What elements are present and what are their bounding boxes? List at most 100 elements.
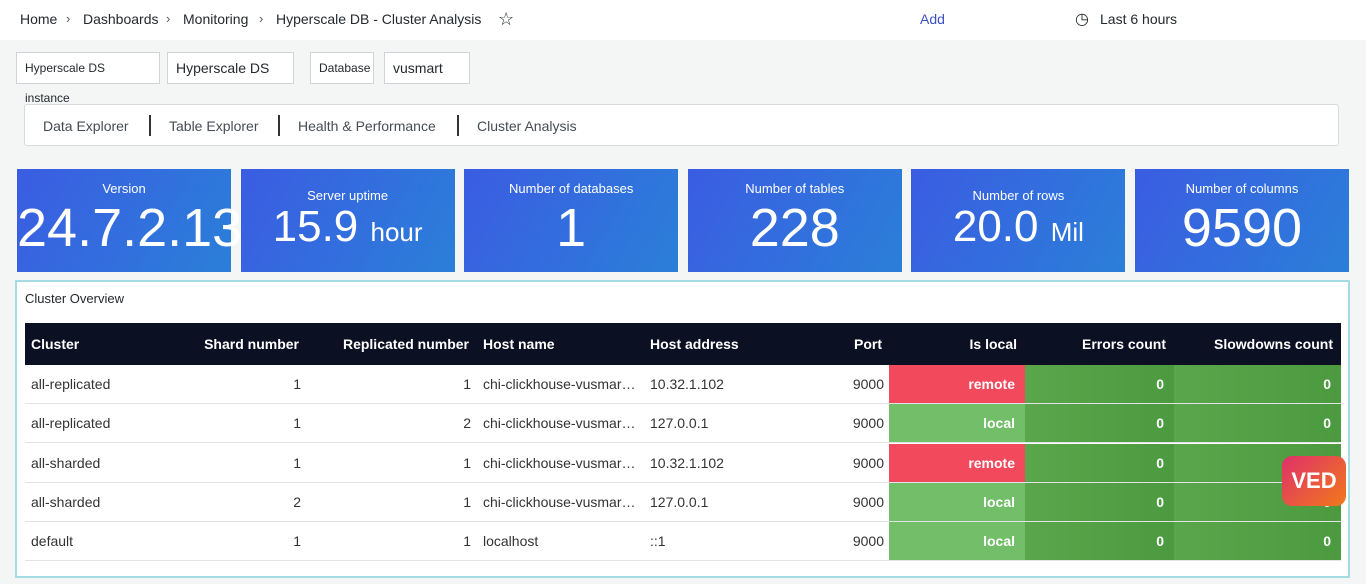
column-header[interactable]: Is local [889, 336, 1017, 352]
table-cell: 1 [307, 455, 471, 471]
variable-label: Database [310, 52, 374, 84]
table-cell: 1 [307, 533, 471, 549]
status-cell: local [889, 483, 1025, 521]
tab-separator [149, 115, 151, 136]
stat-number: 15.9 [273, 202, 359, 251]
count-cell: 0 [1025, 404, 1174, 442]
table-panel: Cluster Overview Cluster Shard number Repl… [15, 280, 1350, 578]
table-cell: 127.0.0.1 [650, 494, 708, 510]
breadcrumb-item[interactable]: Dashboards [83, 11, 159, 27]
column-header[interactable]: Slowdowns count [1174, 336, 1333, 352]
status-cell: remote [889, 444, 1025, 482]
status-cell: local [889, 404, 1025, 442]
table-cell: 1 [307, 494, 471, 510]
column-header[interactable]: Errors count [1025, 336, 1166, 352]
stat-panel: Number of databases1 [464, 169, 678, 272]
table-cell: 10.32.1.102 [650, 376, 724, 392]
table-cell: all-replicated [31, 415, 110, 431]
table-cell: ::1 [650, 533, 666, 549]
column-header[interactable]: Host name [483, 336, 555, 352]
breadcrumb-separator: › [259, 11, 263, 26]
table-cell: 1 [195, 376, 301, 392]
stat-title: Number of columns [1135, 181, 1349, 196]
breadcrumb-item[interactable]: Monitoring [183, 11, 248, 27]
tab-bar: Data Explorer Table Explorer Health & Perf… [24, 104, 1339, 146]
column-header[interactable]: Shard number [195, 336, 299, 352]
stat-title: Number of tables [688, 181, 902, 196]
stat-panel: Number of tables 228 [688, 169, 902, 272]
stat-title: Version [17, 181, 231, 196]
table-cell: chi-clickhouse-vusmar… [483, 376, 635, 392]
count-cell: 0 [1174, 404, 1341, 442]
column-header[interactable]: Port [834, 336, 882, 352]
tab[interactable]: Table Explorer [169, 118, 259, 134]
stat-number: 228 [750, 198, 840, 258]
table-cell: all-sharded [31, 494, 100, 510]
count-cell: 0 [1025, 365, 1174, 403]
breadcrumb-separator: › [66, 11, 70, 26]
table-cell: 1 [195, 533, 301, 549]
table-cell: chi-clickhouse-vusmar… [483, 494, 635, 510]
table-cell: 9000 [834, 376, 884, 392]
table-cell: 127.0.0.1 [650, 415, 708, 431]
table-cell: all-replicated [31, 376, 110, 392]
table-cell: 9000 [834, 415, 884, 431]
stat-panel: Server uptime15.9 hour [241, 169, 455, 272]
tab-separator [457, 115, 459, 136]
table-cell: chi-clickhouse-vusmar… [483, 415, 635, 431]
table-row: all-sharded 21 chi-clickhouse-vusmar… 127.0… [25, 483, 1341, 522]
panel-title: Cluster Overview [25, 291, 124, 306]
breadcrumb-separator: › [166, 11, 170, 26]
table-cell: 9000 [834, 494, 884, 510]
table-row: all-sharded11chi-clickhouse-vusmar…10.32… [25, 444, 1341, 483]
tab[interactable]: Cluster Analysis [477, 118, 577, 134]
column-header[interactable]: Cluster [31, 336, 79, 352]
count-cell: 0 [1025, 522, 1174, 560]
stat-title: Server uptime [241, 188, 455, 203]
count-cell: 0 [1174, 365, 1341, 403]
count-cell: 0 [1174, 522, 1341, 560]
table-header: Cluster Shard number Replicated number Host… [25, 323, 1341, 365]
table-cell: 9000 [834, 455, 884, 471]
status-cell: remote [889, 365, 1025, 403]
clock-icon: ◷ [1075, 9, 1089, 29]
table-row: all-replicated 11 chi-clickhouse-vusmar… 10… [25, 365, 1341, 404]
table-cell: 1 [195, 415, 301, 431]
breadcrumb-item[interactable]: Home [20, 11, 57, 27]
top-bar: Home › Dashboards › Monitoring › Hyperscale DB… [0, 0, 1366, 40]
column-header[interactable]: Replicated number [307, 336, 469, 352]
tab[interactable]: Health & Performance [298, 118, 436, 134]
stat-title: Number of databases [464, 181, 678, 196]
table-cell: 1 [307, 376, 471, 392]
time-range[interactable]: Last 6 hours [1100, 11, 1177, 27]
stat-title: Number of rows [911, 188, 1125, 203]
variable-select[interactable]: Hyperscale DS [167, 52, 294, 84]
table-cell: 9000 [834, 533, 884, 549]
stat-number: 9590 [1182, 198, 1302, 258]
tab[interactable]: Data Explorer [43, 118, 129, 134]
variable-label: Hyperscale DS instance [16, 52, 160, 84]
stat-unit: Mil [1051, 217, 1084, 247]
tab-separator [278, 115, 280, 136]
stat-panel: Number of columns 9590 [1135, 169, 1349, 272]
table-cell: 1 [195, 455, 301, 471]
stat-number: 20.0 [953, 202, 1039, 251]
stat-value: 24.7.2.13 [17, 201, 231, 255]
column-header[interactable]: Host address [650, 336, 739, 352]
breadcrumb-item[interactable]: Hyperscale DB - Cluster Analysis [276, 11, 481, 27]
count-cell: 0 [1025, 483, 1174, 521]
table-cell: 2 [195, 494, 301, 510]
logo[interactable]: VED [1282, 456, 1346, 506]
table-cell: 10.32.1.102 [650, 455, 724, 471]
star-icon[interactable]: ☆ [498, 9, 514, 30]
stat-panel: Number of rows20.0 Mil [911, 169, 1125, 272]
stat-panel: Version 24.7.2.13 [17, 169, 231, 272]
table-cell: 2 [307, 415, 471, 431]
table-row: all-replicated 12 chi-clickhouse-vusmar… 12… [25, 404, 1341, 443]
add-button[interactable]: Add [920, 11, 945, 27]
count-cell: 0 [1025, 444, 1174, 482]
variable-select[interactable]: vusmart [384, 52, 470, 84]
table-cell: default [31, 533, 73, 549]
